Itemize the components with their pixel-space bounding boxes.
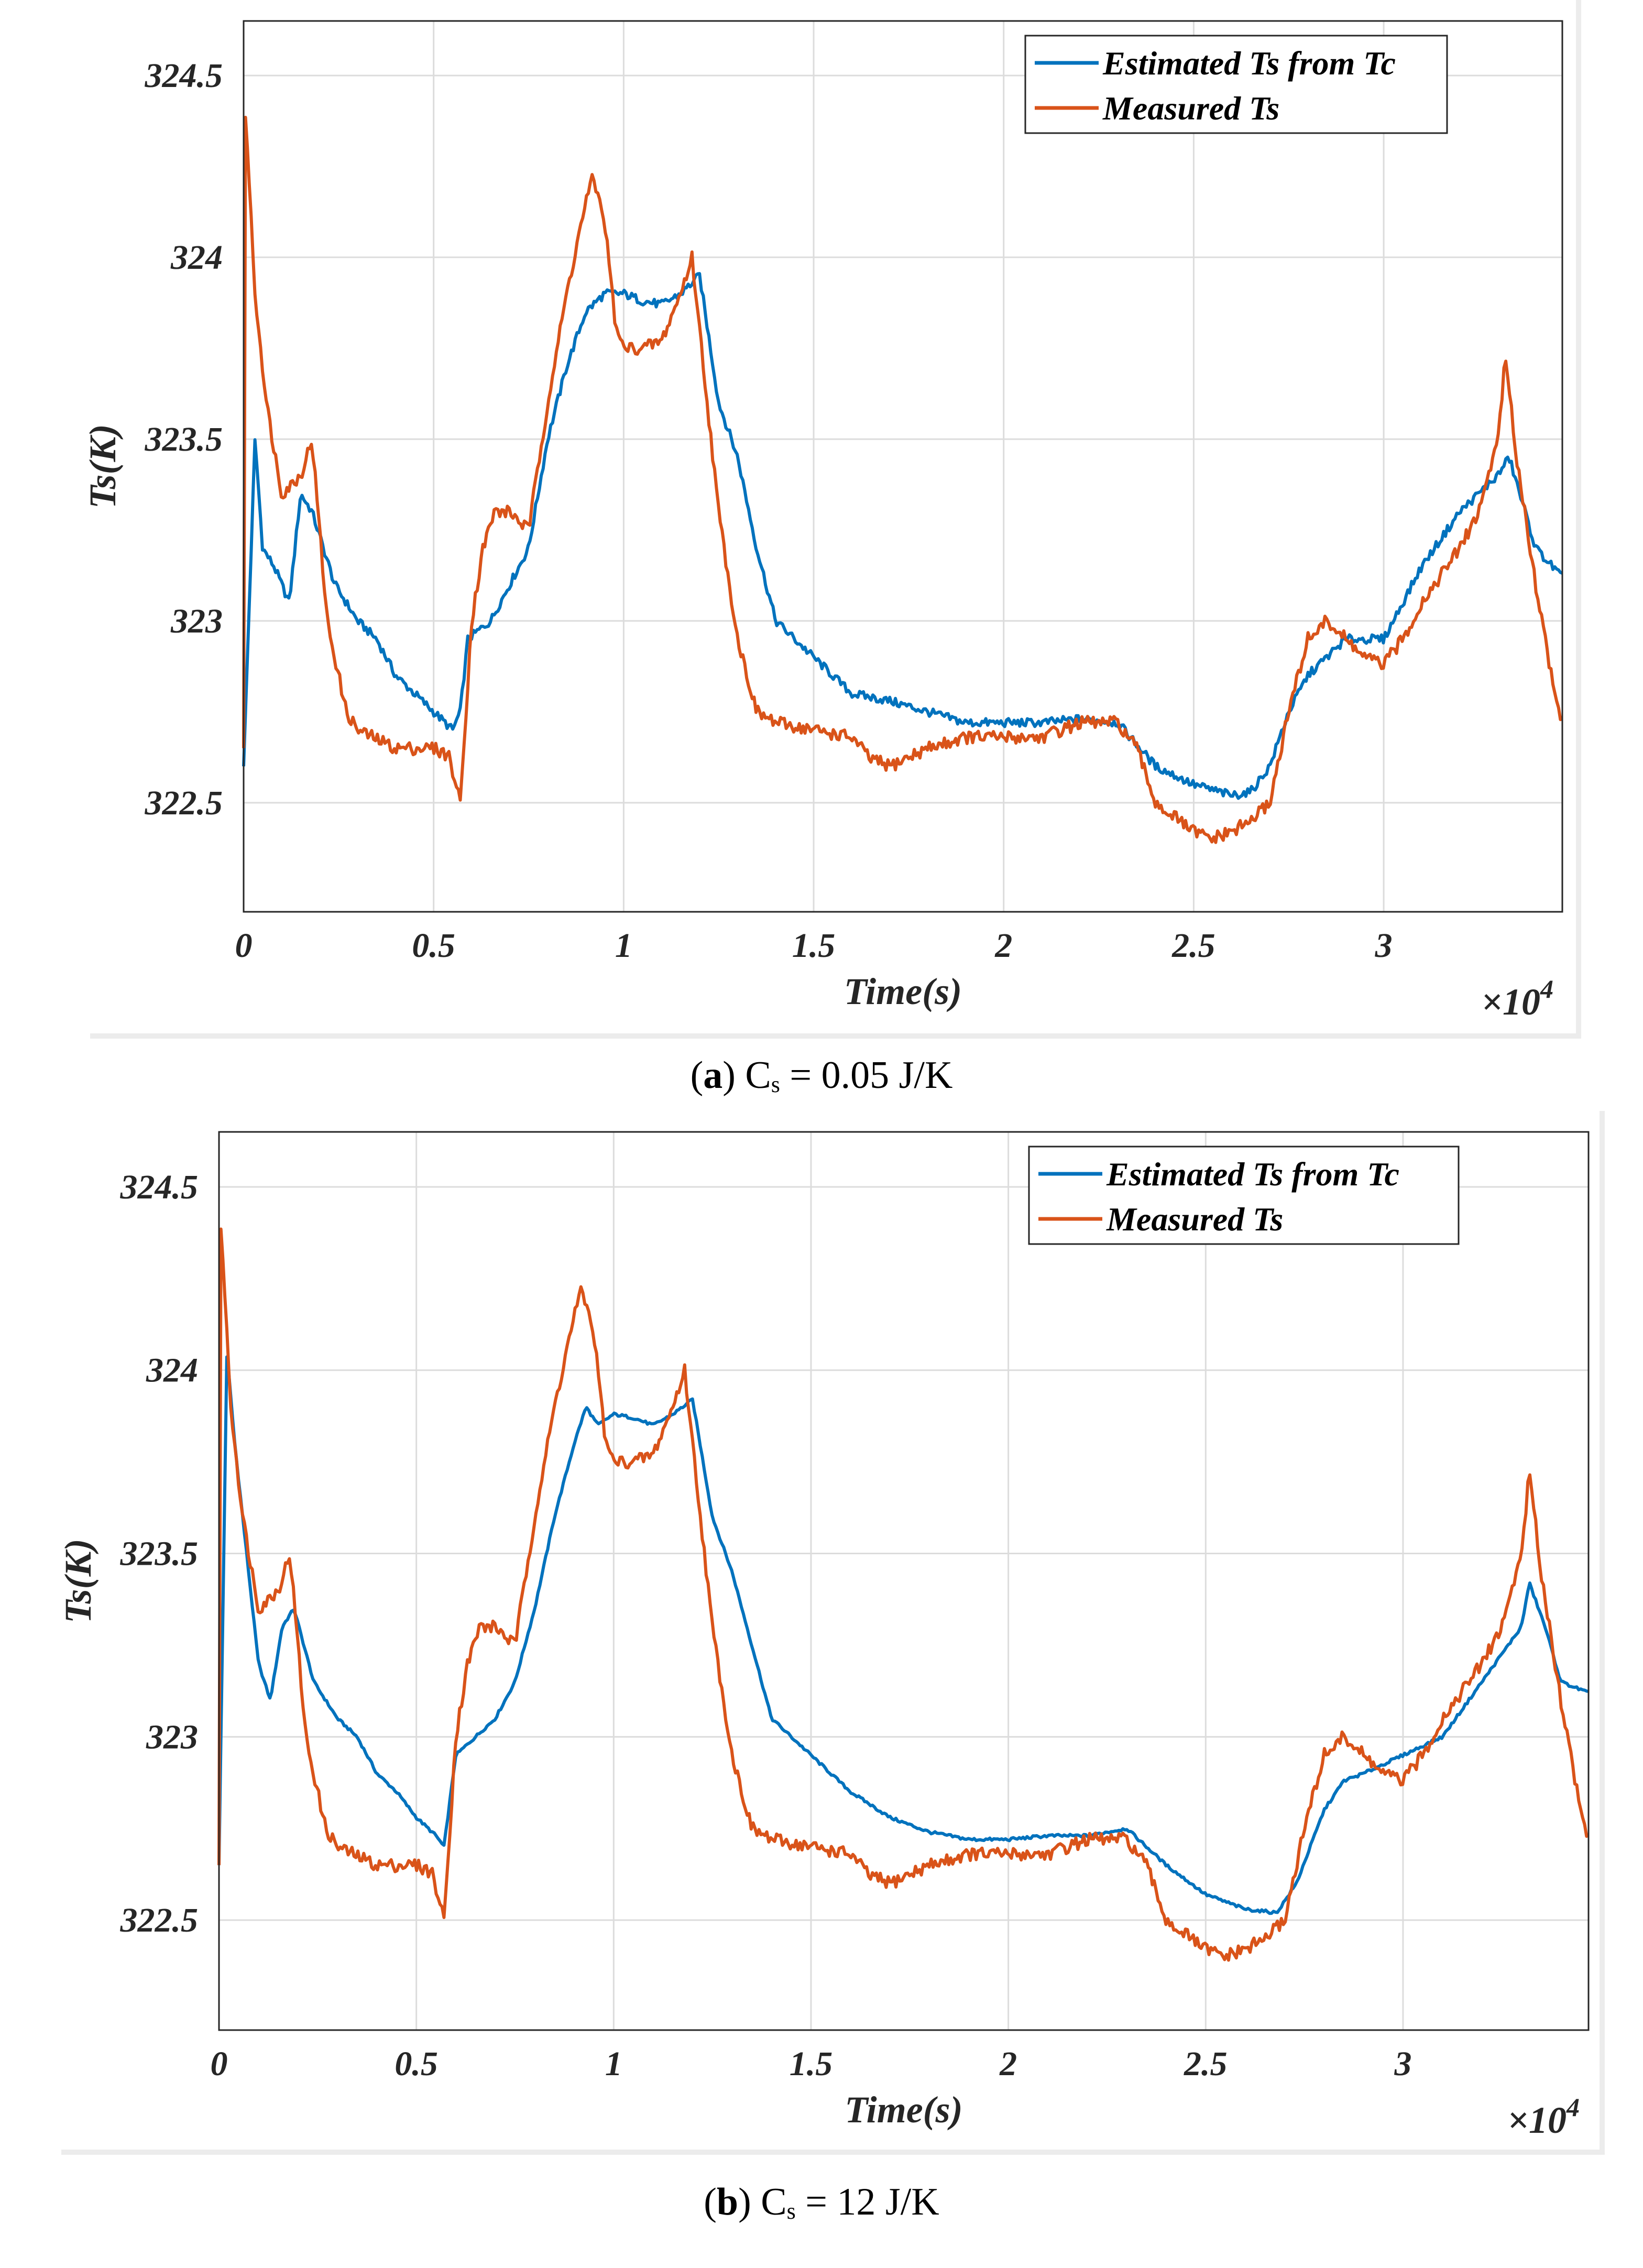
a-xtick-label-2: 1 — [615, 926, 632, 965]
caption-b: (b) Cs = 12 J/K — [0, 2180, 1643, 2225]
a-ytick-label-0: 322.5 — [145, 784, 223, 822]
a-xtick-label-0: 0 — [235, 926, 253, 965]
b-x-multiplier: ×104 — [1507, 2092, 1580, 2141]
a-xlabel: Time(s) — [844, 971, 962, 1012]
a-ylabel: Ts(K) — [82, 424, 124, 508]
a-x-multiplier: ×104 — [1481, 974, 1553, 1023]
a-xtick-label-3: 1.5 — [792, 926, 836, 965]
b-ytick-label-2: 323.5 — [120, 1535, 199, 1573]
a-legend — [1024, 35, 1448, 134]
caption-a-letter: a — [703, 1054, 723, 1097]
panel-a: 0 0.5 1 1.5 2 2.5 3 322.5 323 323.5 324 324.5 Time(s… — [0, 0, 1643, 1106]
a-xtick-label-5: 2.5 — [1171, 926, 1215, 965]
a-ytick-label-3: 324 — [170, 238, 223, 277]
caption-b-letter: b — [716, 2180, 739, 2223]
a-legend-label-0: Estimated Ts from Tc — [1102, 45, 1396, 82]
b-x-multiplier-exp: 4 — [1566, 2092, 1580, 2122]
b-xtick-label-2: 1 — [605, 2045, 622, 2083]
b-xlabel: Time(s) — [845, 2089, 962, 2131]
a-xtick-label-1: 0.5 — [412, 926, 455, 965]
caption-a-sub: s — [771, 1072, 780, 1097]
b-ytick-label-0: 322.5 — [120, 1901, 199, 1939]
a-series-estimated — [242, 272, 1563, 800]
b-xtick-label-5: 2.5 — [1184, 2045, 1228, 2083]
b-series-measured — [217, 1227, 1590, 1962]
b-ylabel: Ts(K) — [57, 1539, 99, 1623]
a-series-measured — [242, 115, 1563, 844]
b-ytick-label-4: 324.5 — [120, 1168, 199, 1206]
a-ytick-label-1: 323 — [170, 602, 223, 640]
a-axes-box — [243, 20, 1563, 913]
caption-a: (a) Cs = 0.05 J/K — [0, 1053, 1643, 1098]
a-ytick-label-2: 323.5 — [145, 420, 223, 459]
caption-b-value: = 12 J/K — [795, 2180, 939, 2223]
b-xtick-label-6: 3 — [1394, 2045, 1411, 2083]
a-x-multiplier-exp: 4 — [1540, 974, 1553, 1004]
a-legend-label-1: Measured Ts — [1102, 90, 1279, 127]
b-xtick-label-0: 0 — [211, 2045, 228, 2083]
b-ytick-label-3: 324 — [146, 1351, 198, 1390]
b-legend-label-0: Estimated Ts from Tc — [1106, 1155, 1399, 1193]
caption-b-c: ) C — [738, 2180, 787, 2223]
caption-b-open: ( — [704, 2180, 717, 2223]
b-legend-label-1: Measured Ts — [1106, 1201, 1283, 1238]
caption-b-sub: s — [786, 2198, 796, 2224]
chart-b: 0 0.5 1 1.5 2 2.5 3 322.5 323 323.5 324 324.5 Time(s… — [57, 1131, 1590, 2141]
a-plot-area — [244, 21, 1562, 912]
b-plot-area — [219, 1132, 1589, 2030]
b-axes-box — [218, 1131, 1590, 2031]
b-legend — [1028, 1146, 1460, 1245]
panel-b: 0 0.5 1 1.5 2 2.5 3 322.5 323 323.5 324 324.5 Time(s… — [0, 1111, 1643, 2268]
a-xtick-label-4: 2 — [994, 926, 1012, 965]
b-xtick-label-1: 0.5 — [395, 2045, 438, 2083]
chart-a: 0 0.5 1 1.5 2 2.5 3 322.5 323 323.5 324 324.5 Time(s… — [82, 20, 1563, 1023]
b-xtick-label-3: 1.5 — [790, 2045, 833, 2083]
b-series-estimated — [217, 1355, 1589, 1915]
a-ytick-label-4: 324.5 — [145, 57, 223, 95]
caption-a-open: ( — [690, 1054, 704, 1097]
caption-a-value: = 0.05 J/K — [780, 1054, 953, 1097]
b-xtick-label-4: 2 — [999, 2045, 1017, 2083]
caption-a-c: ) C — [722, 1054, 771, 1097]
a-xtick-label-6: 3 — [1375, 926, 1393, 965]
b-ytick-label-1: 323 — [146, 1718, 198, 1756]
